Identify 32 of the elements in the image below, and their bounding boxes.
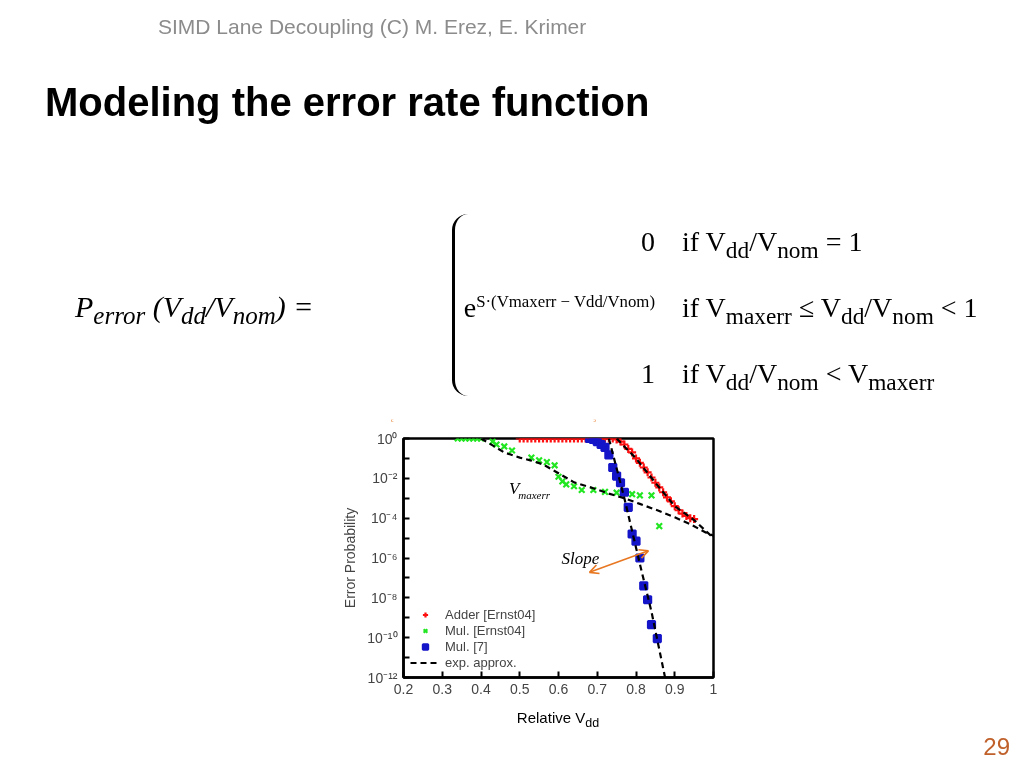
y-tick-label: 10⁻⁴ — [370, 510, 398, 527]
x-tick-label: 0.5 — [510, 680, 530, 697]
x-tick-label: 0.7 — [587, 680, 608, 697]
x-tick-label: 1 — [709, 680, 718, 697]
text: SIMD Lane Decoupling (C) M. Erez, E. Krimer — [158, 14, 587, 40]
x-tick-label: 0.4 — [471, 680, 491, 697]
x-tick-label: 0.3 — [432, 680, 453, 697]
annotation: Slope — [561, 548, 600, 568]
legend-label: exp. approx. — [445, 655, 517, 670]
text: if V$_{dd}$/V$_{nom}$ < V$_{maxerr}$ — [682, 357, 935, 397]
text: e$^{S·(Vmaxerr − Vdd/Vnom)}$ — [463, 290, 655, 325]
text: 29 — [983, 732, 1010, 762]
y-tick-label: 10⁻¹⁰ — [367, 629, 398, 646]
text: if V$_{dd}$/V$_{nom}$ = 1 — [682, 225, 863, 265]
y-axis-title: Error Probability — [342, 507, 359, 609]
x-tick-label: 0.9 — [665, 680, 685, 697]
x-tick-label: 0.8 — [626, 680, 646, 697]
x-tick-label: 0.6 — [548, 680, 569, 697]
text: if V$_{maxerr}$ ≤ V$_{dd}$/V$_{nom}$ < 1 — [682, 291, 978, 331]
legend-label: Mul. [Ernst04] — [445, 623, 526, 638]
text: 1 — [641, 357, 655, 391]
x-axis-title: Relative V$_{dd}$ — [515, 708, 601, 732]
text: P$_{error}$ (V$_{dd}$/V$_{nom}$) = — [75, 289, 314, 331]
y-tick-label: 10⁻⁸ — [371, 589, 398, 606]
legend-label: Mul. [7] — [445, 639, 488, 654]
text: 0 — [641, 225, 655, 259]
y-tick-label: 10⁰ — [376, 430, 398, 447]
y-tick-label: 10⁻⁶ — [371, 550, 398, 566]
y-tick-label: 10⁻² — [372, 470, 398, 487]
chart-title: Modeling the error rate function — [45, 79, 650, 126]
legend-label: Adder [Ernst04] — [445, 607, 536, 622]
x-tick-label: 0.2 — [393, 680, 414, 697]
